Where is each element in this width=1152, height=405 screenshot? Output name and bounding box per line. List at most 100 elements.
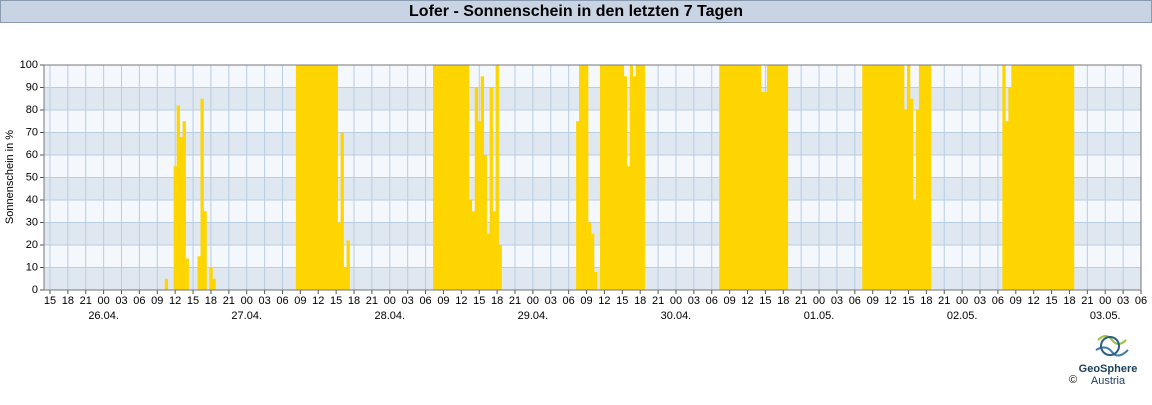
copyright: ©	[1069, 374, 1077, 386]
bar	[749, 65, 753, 290]
bar	[313, 65, 318, 290]
x-tick-label: 15	[330, 295, 342, 307]
band	[44, 200, 1141, 223]
bar	[1070, 65, 1075, 290]
bar	[775, 65, 780, 290]
y-tick-label: 90	[26, 81, 38, 93]
bar	[444, 65, 449, 290]
bar	[889, 65, 893, 290]
bar	[751, 65, 756, 290]
y-axis-label: Sonnenschein in %	[4, 130, 16, 224]
bar	[325, 65, 329, 290]
date-label: 30.04.	[661, 310, 692, 322]
bar	[492, 211, 496, 290]
bar	[453, 65, 458, 290]
y-tick-label: 0	[32, 284, 38, 296]
bar	[871, 65, 875, 290]
x-tick-label: 09	[867, 295, 879, 307]
bar	[921, 65, 926, 290]
bar	[623, 76, 628, 290]
x-tick-label: 21	[223, 295, 235, 307]
bar	[176, 105, 180, 290]
bar	[185, 258, 189, 290]
bar	[898, 65, 902, 290]
x-tick-label: 18	[348, 295, 360, 307]
x-tick-label: 21	[652, 295, 664, 307]
bar	[1020, 65, 1024, 290]
bar	[912, 200, 917, 290]
bar	[1053, 65, 1057, 290]
y-tick-label: 60	[26, 149, 38, 161]
bar	[459, 65, 464, 290]
bar	[602, 65, 607, 290]
bar	[203, 211, 207, 290]
bar	[579, 65, 583, 290]
bar	[614, 65, 619, 290]
bar	[319, 65, 324, 290]
bar	[164, 278, 169, 290]
bar	[772, 65, 777, 290]
x-tick-label: 15	[473, 295, 485, 307]
bar	[447, 65, 452, 290]
band	[44, 177, 1141, 200]
bar	[495, 65, 499, 290]
x-tick-label: 00	[1099, 295, 1111, 307]
bar	[626, 166, 631, 290]
x-tick-label: 03	[688, 295, 700, 307]
band	[44, 155, 1141, 178]
x-tick-label: 06	[419, 295, 431, 307]
bar	[343, 267, 347, 290]
bar	[486, 233, 490, 290]
bar	[471, 211, 476, 290]
bar	[1035, 65, 1039, 290]
bar	[1011, 65, 1015, 290]
bar	[1059, 65, 1063, 290]
x-tick-label: 00	[670, 295, 682, 307]
plot-border	[43, 64, 1142, 291]
bar	[743, 65, 747, 290]
bar	[608, 65, 613, 290]
band	[44, 65, 1141, 88]
band	[44, 132, 1141, 155]
bar	[346, 240, 350, 290]
bar	[298, 65, 303, 290]
bar	[179, 137, 183, 290]
x-tick-label: 15	[759, 295, 771, 307]
x-tick-label: 03	[1117, 295, 1129, 307]
x-tick-label: 03	[545, 295, 557, 307]
x-tick-label: 06	[706, 295, 718, 307]
bar	[307, 65, 312, 290]
bar	[1064, 65, 1069, 290]
logo-mark	[1095, 335, 1129, 357]
bar	[924, 65, 929, 290]
y-tick-label: 100	[20, 59, 38, 71]
bar	[629, 65, 634, 290]
x-tick-label: 03	[974, 295, 986, 307]
bar	[883, 65, 887, 290]
bar	[734, 65, 738, 290]
bar	[489, 87, 493, 290]
y-tick-label: 10	[26, 261, 38, 273]
bar	[909, 98, 914, 290]
bar	[895, 65, 899, 290]
date-label: 02.05.	[947, 310, 978, 322]
x-tick-label: 18	[1063, 295, 1075, 307]
bar	[769, 65, 774, 290]
bar	[877, 65, 881, 290]
bar	[310, 65, 315, 290]
bar	[328, 65, 332, 290]
bar	[638, 65, 642, 290]
bar	[182, 121, 186, 290]
bar	[1023, 65, 1027, 290]
bar	[433, 65, 437, 290]
bar	[632, 76, 637, 290]
bar	[892, 65, 896, 290]
bar	[576, 121, 580, 290]
date-label: 28.04.	[374, 310, 405, 322]
x-tick-label: 09	[1010, 295, 1022, 307]
bar	[474, 87, 479, 290]
bar	[620, 65, 625, 290]
bar	[1017, 65, 1021, 290]
bar	[435, 65, 440, 290]
x-tick-label: 00	[956, 295, 968, 307]
